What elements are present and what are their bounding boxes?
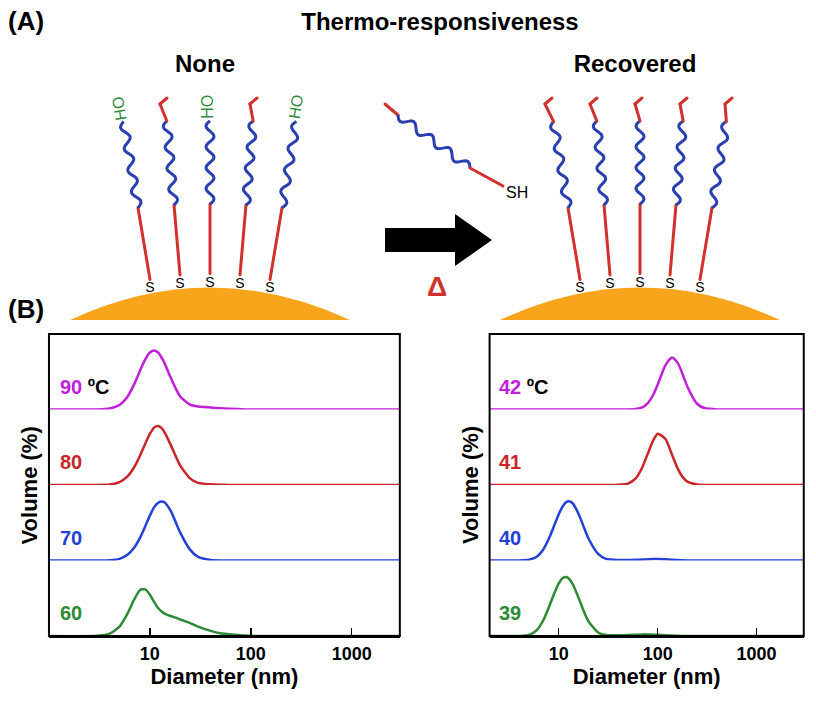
svg-text:HO: HO xyxy=(109,95,130,121)
svg-text:10: 10 xyxy=(140,644,160,664)
svg-text:90 ºC: 90 ºC xyxy=(60,376,110,398)
svg-text:80: 80 xyxy=(60,451,82,473)
svg-text:None: None xyxy=(175,50,235,77)
svg-text:70: 70 xyxy=(60,527,82,549)
svg-text:Recovered: Recovered xyxy=(574,50,697,77)
svg-text:S: S xyxy=(235,275,244,291)
svg-text:HO: HO xyxy=(199,95,216,119)
svg-text:SH: SH xyxy=(506,184,528,201)
svg-text:10: 10 xyxy=(549,644,569,664)
svg-text:Δ: Δ xyxy=(427,271,447,302)
svg-text:Diameter (nm): Diameter (nm) xyxy=(150,664,298,689)
svg-text:41: 41 xyxy=(499,451,521,473)
svg-text:S: S xyxy=(605,275,614,291)
svg-text:100: 100 xyxy=(643,644,673,664)
svg-text:40: 40 xyxy=(499,527,521,549)
svg-text:1000: 1000 xyxy=(737,644,777,664)
svg-text:S: S xyxy=(575,279,584,295)
svg-text:(B): (B) xyxy=(8,294,44,324)
svg-text:60: 60 xyxy=(60,602,82,624)
svg-text:S: S xyxy=(175,275,184,291)
svg-text:S: S xyxy=(265,279,274,295)
svg-text:(A): (A) xyxy=(8,6,44,36)
svg-text:42 ºC: 42 ºC xyxy=(499,376,549,398)
svg-text:39: 39 xyxy=(499,602,521,624)
svg-text:Diameter (nm): Diameter (nm) xyxy=(573,664,721,689)
svg-text:S: S xyxy=(665,275,674,291)
svg-text:100: 100 xyxy=(236,644,266,664)
svg-text:HO: HO xyxy=(286,94,307,120)
svg-text:Volume (%): Volume (%) xyxy=(17,426,42,544)
svg-text:S: S xyxy=(145,279,154,295)
svg-text:Thermo-responsiveness: Thermo-responsiveness xyxy=(301,8,578,35)
svg-text:Volume (%): Volume (%) xyxy=(458,426,483,544)
svg-text:1000: 1000 xyxy=(332,644,372,664)
svg-text:S: S xyxy=(695,279,704,295)
svg-text:S: S xyxy=(205,274,214,290)
svg-text:S: S xyxy=(635,274,644,290)
